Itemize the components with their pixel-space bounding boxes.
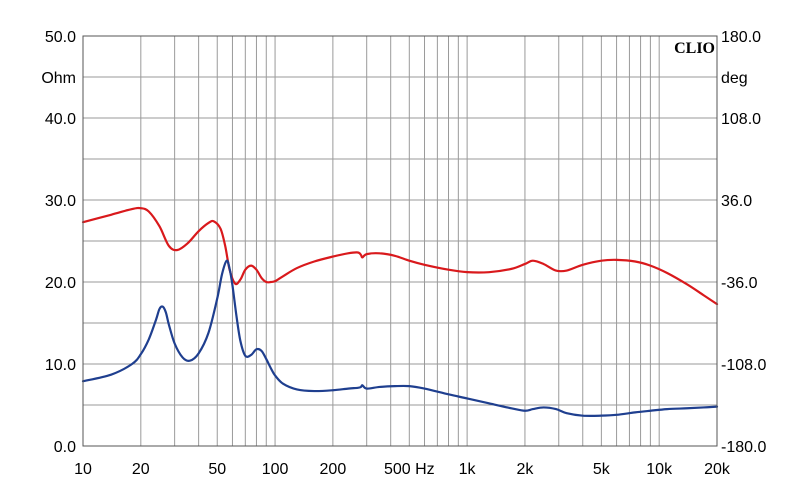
x-tick-label: 20 <box>132 461 150 478</box>
left-y-tick-label: 20.0 <box>45 275 76 292</box>
left-y-tick-label: 0.0 <box>54 439 76 456</box>
blue-series-line <box>81 259 719 417</box>
plot-frame <box>82 35 718 447</box>
left-axis-unit: Ohm <box>41 70 76 87</box>
left-y-tick-label: 10.0 <box>45 357 76 374</box>
red-series-line <box>81 206 719 306</box>
x-tick-label: 1k <box>459 461 477 478</box>
right-axis-unit: deg <box>721 70 748 87</box>
x-tick-label: 200 <box>320 461 347 478</box>
right-y-tick-label: -108.0 <box>721 357 766 374</box>
x-tick-label: 500 Hz <box>384 461 435 478</box>
left-y-tick-label: 30.0 <box>45 193 76 210</box>
right-y-tick-label: 36.0 <box>721 193 752 210</box>
left-y-tick-label: 40.0 <box>45 111 76 128</box>
x-tick-label: 20k <box>704 461 731 478</box>
right-y-tick-label: -36.0 <box>721 275 758 292</box>
left-y-tick-label: 50.0 <box>45 29 76 46</box>
x-tick-label: 2k <box>516 461 534 478</box>
x-tick-label: 100 <box>262 461 289 478</box>
x-tick-label: 50 <box>208 461 226 478</box>
right-y-tick-label: -180.0 <box>721 439 766 456</box>
clio-brand-label: CLIO <box>674 40 715 57</box>
x-tick-label: 10k <box>646 461 673 478</box>
right-y-tick-label: 108.0 <box>721 111 761 128</box>
x-tick-label: 10 <box>74 461 92 478</box>
x-tick-label: 5k <box>593 461 611 478</box>
right-y-tick-label: 180.0 <box>721 29 761 46</box>
